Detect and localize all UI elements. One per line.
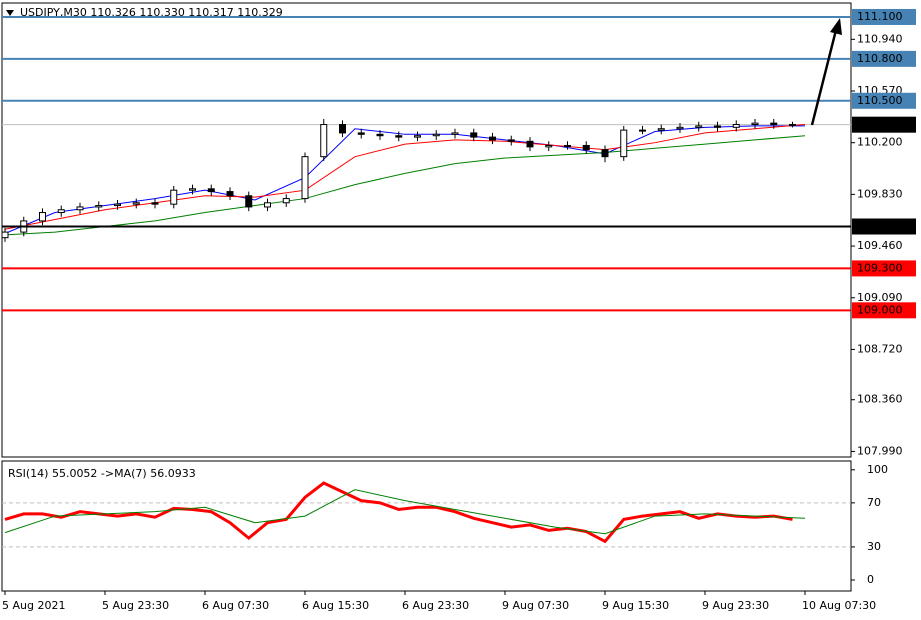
level-label: 109.000: [857, 303, 903, 316]
rsi-pane: [1, 460, 852, 592]
arrow: [810, 29, 838, 126]
level-label: 111.100: [857, 10, 903, 23]
level-label: 110.500: [857, 94, 903, 107]
y-tick-label: 70: [867, 496, 881, 509]
level-label: 109.600: [857, 220, 903, 233]
candle-body: [282, 198, 290, 204]
candle-body: [151, 202, 159, 205]
candle-body: [1, 231, 9, 239]
candle-body: [545, 144, 553, 148]
x-tick-label: 9 Aug 07:30: [502, 599, 569, 612]
menu-triangle: [6, 10, 14, 16]
candle-body: [339, 124, 346, 134]
y-tick-label: 109.830: [857, 187, 903, 200]
candle-body: [657, 128, 665, 131]
moving-average: [4, 124, 806, 230]
rsi-line: [4, 489, 806, 535]
candle-body: [451, 132, 459, 135]
candle-body: [601, 149, 609, 158]
y-tick-label: 107.990: [857, 444, 903, 457]
candle-body: [732, 124, 740, 128]
x-tick-label: 10 Aug 07:30: [802, 599, 876, 612]
candle-body: [57, 209, 65, 214]
candle-body: [226, 191, 234, 197]
plot: 110.940110.570110.200109.830109.460109.0…: [1, 8, 916, 612]
candle-body: [676, 126, 684, 130]
y-tick-label: 108.360: [857, 393, 903, 406]
candle-body: [170, 189, 178, 205]
moving-average: [4, 125, 805, 234]
level-label-box: [852, 92, 916, 109]
x-tick-label: 6 Aug 23:30: [402, 599, 469, 612]
y-tick-label: 110.200: [857, 136, 903, 149]
candle-body: [357, 132, 365, 135]
candle-body: [789, 124, 796, 127]
arrow-head: [830, 18, 842, 35]
candle-body: [301, 156, 309, 200]
level-label-box: [852, 260, 916, 277]
y-tick-label: 0: [867, 573, 874, 586]
main-pane: [1, 2, 852, 458]
candle-body: [639, 129, 646, 132]
candle-body: [507, 139, 515, 142]
y-tick-label: 109.090: [857, 291, 903, 304]
x-tick-label: 9 Aug 15:30: [602, 599, 669, 612]
candle-body: [95, 205, 103, 208]
candle-body: [751, 122, 759, 126]
candle-body: [245, 195, 253, 208]
candle-body: [376, 133, 384, 137]
y-tick-label: 108.720: [857, 342, 903, 355]
x-tick-label: 6 Aug 07:30: [202, 599, 269, 612]
candle-body: [39, 212, 46, 222]
candle-body: [114, 203, 121, 207]
rsi-title: RSI(14) 55.0052 ->MA(7) 56.0933: [8, 467, 196, 480]
level-label: 109.300: [857, 261, 903, 274]
candle-body: [189, 188, 196, 191]
candle-body: [770, 122, 778, 126]
level-label-box: [852, 50, 916, 67]
chart-title: USDJPY,M30 110.326 110.330 110.317 110.3…: [20, 6, 283, 19]
candle-body: [414, 135, 421, 138]
candle-body: [489, 136, 496, 141]
candle-body: [620, 129, 628, 158]
candle-body: [76, 206, 84, 211]
x-tick-label: 5 Aug 2021: [2, 599, 65, 612]
y-tick-label: 30: [867, 540, 881, 553]
current-price-box: [852, 116, 916, 133]
candle-body: [207, 188, 215, 193]
candle-body: [582, 144, 590, 151]
candle-body: [470, 132, 478, 138]
y-tick-label: 100: [867, 463, 888, 476]
candle-body: [695, 125, 703, 128]
candle-body: [320, 124, 328, 158]
y-tick-label: 109.460: [857, 239, 903, 252]
level-label-box: [852, 302, 916, 319]
candle-body: [264, 202, 271, 208]
x-tick-label: 5 Aug 23:30: [102, 599, 169, 612]
x-tick-label: 9 Aug 23:30: [702, 599, 769, 612]
candle-body: [564, 144, 571, 147]
candle-body: [395, 135, 403, 138]
current-price-label: 110.329: [857, 118, 903, 131]
level-label: 110.800: [857, 52, 903, 65]
candle-body: [526, 140, 534, 148]
rsi-line: [4, 481, 793, 544]
moving-average: [4, 135, 806, 236]
candle-body: [132, 202, 140, 205]
x-tick-label: 6 Aug 15:30: [302, 599, 369, 612]
candle-body: [714, 125, 721, 128]
y-tick-label: 110.940: [857, 32, 903, 45]
level-label-box: [852, 8, 916, 25]
candle-body: [432, 133, 440, 137]
level-label-box: [852, 218, 916, 235]
